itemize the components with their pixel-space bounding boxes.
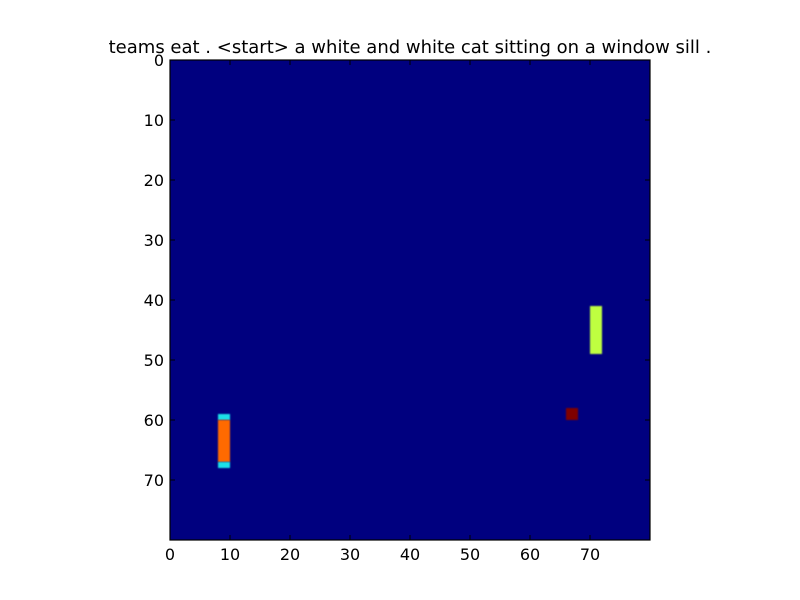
x-tick-label: 50 xyxy=(460,545,480,564)
heatmap-cell-4 xyxy=(566,408,578,420)
y-tick-label: 40 xyxy=(144,291,164,310)
heatmap-cells xyxy=(218,306,602,468)
x-tick-label: 30 xyxy=(340,545,360,564)
x-tick-label: 10 xyxy=(220,545,240,564)
heatmap-cell-3 xyxy=(590,306,602,354)
heatmap-cell-0 xyxy=(218,414,230,420)
heatmap-cell-2 xyxy=(218,462,230,468)
x-tick-label: 60 xyxy=(520,545,540,564)
y-tick-label: 30 xyxy=(144,231,164,250)
y-tick-label: 50 xyxy=(144,351,164,370)
chart-title: teams eat . <start> a white and white ca… xyxy=(109,37,712,58)
y-tick-label: 70 xyxy=(144,471,164,490)
x-tick-label: 20 xyxy=(280,545,300,564)
x-tick-label: 70 xyxy=(580,545,600,564)
axis-ticks: 0 10 20 30 40 50 60 70 0 10 20 30 40 50 60 70 xyxy=(144,51,650,564)
y-tick-label: 20 xyxy=(144,171,164,190)
x-tick-label: 0 xyxy=(165,545,175,564)
heatmap-background xyxy=(170,60,650,540)
y-tick-label: 60 xyxy=(144,411,164,430)
heatmap-cell-1 xyxy=(218,420,230,462)
y-tick-label: 10 xyxy=(144,111,164,130)
y-tick-label: 0 xyxy=(154,51,164,70)
x-tick-label: 40 xyxy=(400,545,420,564)
